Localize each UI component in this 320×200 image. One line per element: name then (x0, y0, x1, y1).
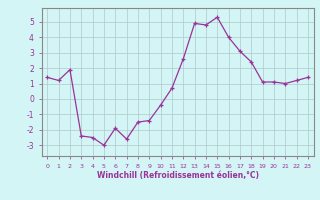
X-axis label: Windchill (Refroidissement éolien,°C): Windchill (Refroidissement éolien,°C) (97, 171, 259, 180)
